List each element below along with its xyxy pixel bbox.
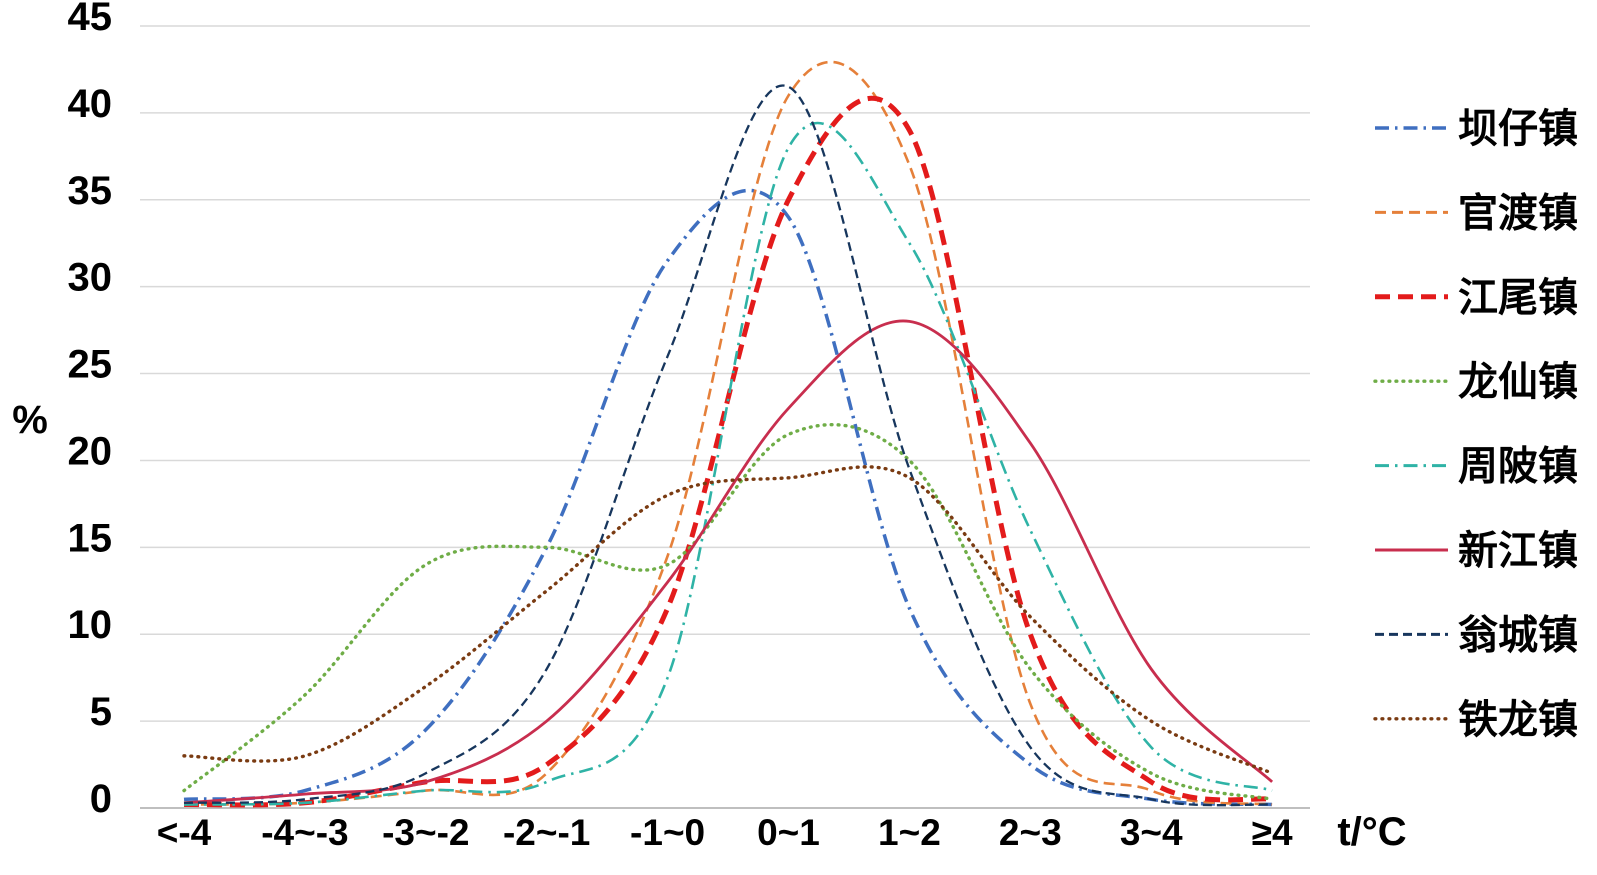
y-tick-label-30: 30 [68,256,113,300]
x-tick-label-0: <-4 [157,812,212,853]
x-tick-label-9: ≥4 [1252,812,1293,853]
x-tick-label-5: 0~1 [757,812,820,853]
y-tick-label-25: 25 [68,343,113,387]
legend-item-0: 坝仔镇 [1375,107,1578,151]
legend-label-0: 坝仔镇 [1458,107,1578,151]
legend-label-4: 周陂镇 [1458,445,1578,489]
x-axis-unit-label: t/°C [1337,810,1406,854]
legend-item-4: 周陂镇 [1375,445,1578,489]
series-line-7 [182,465,1274,775]
y-tick-label-40: 40 [68,82,113,126]
plot-area: 0 5 10 15 20 25 30 35 40 45 <-4 -4~-3 -3~-2 -2~-1 -1~0… [68,0,1310,853]
series-line-6 [183,84,1273,807]
x-tick-label-1: -4~-3 [261,812,348,853]
series-line-1 [183,60,1273,806]
x-tick-label-4: -1~0 [630,812,705,853]
y-axis-unit-label: % [12,398,48,442]
y-tick-label-10: 10 [68,603,113,647]
x-tick-label-8: 3~4 [1120,812,1183,853]
legend-label-6: 翁城镇 [1458,613,1578,657]
legend-label-2: 江尾镇 [1458,276,1578,320]
series-line-4 [183,121,1273,806]
legend-item-2: 江尾镇 [1375,276,1578,320]
x-tick-label-2: -3~-2 [382,812,469,853]
series-line-0 [183,188,1273,807]
series-line-5 [183,319,1274,805]
legend-item-1: 官渡镇 [1375,191,1578,235]
x-tick-label-7: 2~3 [999,812,1062,853]
legend-item-6: 翁城镇 [1375,613,1578,657]
legend-label-3: 龙仙镇 [1458,360,1578,404]
series-line-3 [182,423,1274,801]
x-tick-label-3: -2~-1 [503,812,590,853]
series-line-2 [183,95,1273,808]
legend-item-5: 新江镇 [1375,529,1578,573]
y-tick-label-35: 35 [68,169,113,213]
legend-item-3: 龙仙镇 [1373,360,1578,404]
y-tick-label-20: 20 [68,429,113,473]
legend-label-1: 官渡镇 [1458,191,1578,235]
legend-label-5: 新江镇 [1458,529,1578,573]
legend-label-7: 铁龙镇 [1458,698,1578,742]
x-tick-label-6: 1~2 [878,812,941,853]
y-tick-label-0: 0 [90,777,112,821]
legend-item-7: 铁龙镇 [1373,698,1578,742]
y-tick-label-45: 45 [68,0,113,39]
y-tick-label-15: 15 [68,516,113,560]
y-tick-label-5: 5 [90,690,112,734]
